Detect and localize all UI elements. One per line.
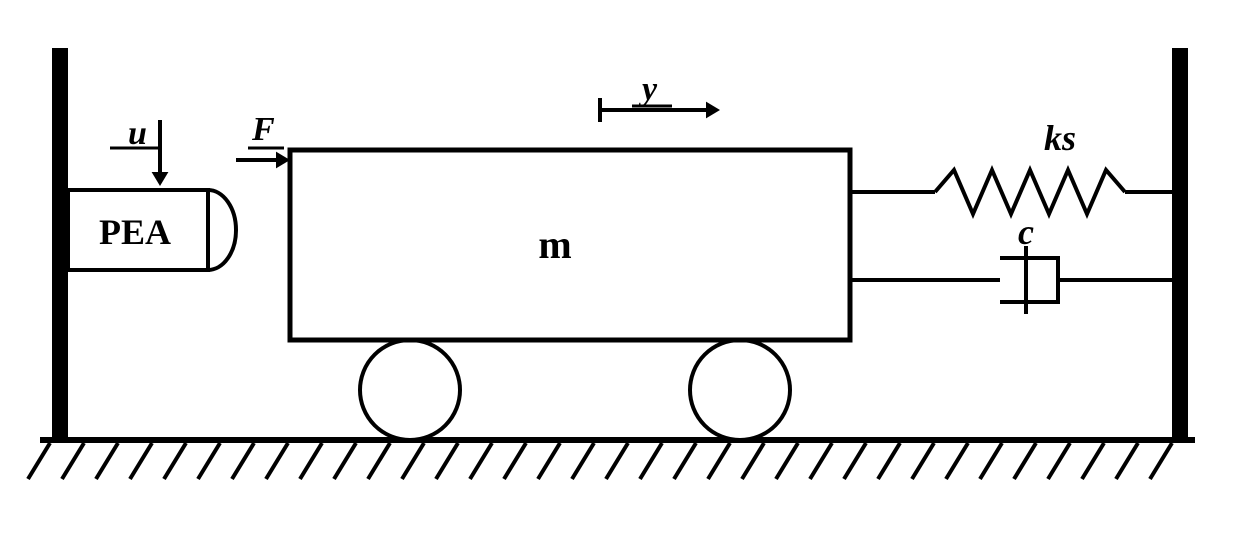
mass-label: m	[538, 222, 571, 267]
input-u-label: u	[128, 115, 147, 152]
force-label: F	[251, 111, 275, 148]
wheel-right	[690, 340, 790, 440]
wheel-left	[360, 340, 460, 440]
damper-label: c	[1018, 212, 1034, 252]
actuator-label: PEA	[99, 212, 171, 252]
spring-label: ks	[1044, 118, 1076, 158]
